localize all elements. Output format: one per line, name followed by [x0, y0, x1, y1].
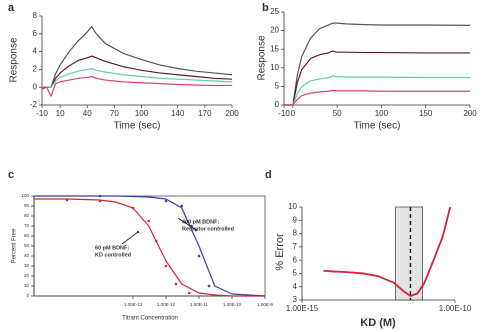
y-tick-label: 3 [293, 295, 298, 304]
y-tick-label: 4 [33, 47, 38, 56]
y-tick-label: 0 [26, 293, 29, 298]
y-tick-label: 80 [24, 213, 30, 218]
panel-label: d [265, 169, 272, 181]
y-tick-label: 10 [270, 63, 279, 72]
y-tick-label: 30 [24, 263, 30, 268]
annotation-arrow [121, 231, 139, 245]
x-tick-label: 200 [463, 109, 477, 118]
y-axis-label: Response [9, 37, 20, 82]
y-tick-label: -2 [30, 100, 38, 109]
y-tick-label: 6 [293, 255, 298, 264]
data-point [98, 194, 102, 198]
x-tick-label: 170 [198, 109, 212, 118]
panel-label: c [8, 169, 14, 181]
y-tick-label: 5 [293, 269, 298, 278]
y-tick-label: 7 [293, 242, 298, 251]
x-tick-label: 70 [110, 109, 119, 118]
x-tick-label: 1.00E-15 [286, 304, 319, 313]
annotation: 60 pM BDNF: [95, 245, 129, 251]
annotation: KD controlled [95, 252, 131, 258]
y-tick-label: 20 [24, 273, 30, 278]
data-line [41, 26, 233, 90]
plot-frame [33, 195, 266, 297]
y-tick-label: 10 [24, 283, 30, 288]
y-axis-label: Percent Free [12, 228, 18, 263]
y-tick-label: 70 [24, 223, 30, 228]
data-point [147, 219, 151, 223]
data-point [154, 239, 158, 243]
data-point [174, 282, 178, 286]
data-point [180, 204, 184, 208]
x-tick-label: 50 [333, 109, 342, 118]
y-tick-label: 8 [293, 229, 298, 238]
y-tick-label: 4 [293, 282, 298, 291]
x-tick-label: 10 [56, 109, 65, 118]
y-tick-label: 0 [275, 100, 280, 109]
annotation: Receptor controlled [182, 226, 234, 232]
x-tick-label: 1.00E-9 [257, 302, 273, 307]
y-tick-label: 6 [33, 29, 38, 38]
y-tick-label: 40 [24, 253, 30, 258]
y-tick-label: 9 [293, 215, 298, 224]
data-line [284, 50, 470, 106]
data-point [164, 199, 168, 203]
x-tick-label: 0 [291, 109, 296, 118]
y-tick-label: 100 [21, 193, 29, 198]
x-tick-label: 150 [419, 109, 433, 118]
y-tick-label: 50 [24, 243, 30, 248]
x-tick-label: 1.00E-10 [223, 302, 242, 307]
x-tick-label: 200 [225, 109, 239, 118]
data-point [98, 199, 102, 203]
data-line [42, 67, 233, 88]
y-tick-label: 15 [270, 44, 279, 53]
y-tick-label: 5 [275, 82, 280, 91]
y-tick-label: 90 [24, 203, 30, 208]
data-point [197, 254, 201, 258]
y-axis-label: % Error [274, 233, 286, 271]
x-tick-label: -10 [278, 109, 290, 118]
x-tick-label: 100 [135, 109, 149, 118]
data-line [284, 22, 471, 106]
data-line [284, 89, 470, 106]
arrow-head [195, 229, 197, 231]
shaded-region [395, 206, 423, 301]
x-axis-label: Time (sec) [354, 121, 401, 132]
annotation-arrow [177, 217, 197, 231]
annotation: 400 pM BDNF: [182, 219, 219, 225]
data-point [207, 284, 211, 288]
arrow-head [137, 231, 139, 233]
data-line [284, 75, 470, 106]
data-line [34, 195, 266, 297]
y-tick-label: 60 [24, 233, 30, 238]
x-axis-label: Time (sec) [114, 121, 161, 132]
x-axis-label: KD (M) [360, 317, 396, 329]
y-tick-label: 10 [288, 202, 297, 211]
y-tick-label: 20 [270, 26, 279, 35]
data-line [42, 55, 233, 88]
x-tick-label: 100 [375, 109, 389, 118]
data-line [34, 198, 265, 297]
y-tick-label: 25 [270, 7, 279, 16]
y-tick-label: 2 [33, 65, 38, 74]
panel-label: a [8, 2, 15, 14]
data-line [42, 75, 232, 97]
x-tick-label: 40 [83, 109, 92, 118]
y-axis-label: Response [257, 35, 268, 80]
x-tick-label: 1.00E-13 [124, 302, 143, 307]
y-tick-label: 8 [33, 11, 38, 20]
x-tick-label: 140 [171, 109, 185, 118]
x-tick-label: 1.00E-12 [157, 302, 176, 307]
x-tick-label: 1.00E-11 [190, 302, 208, 307]
data-point [65, 198, 69, 202]
x-tick-label: -10 [36, 109, 48, 118]
data-line [323, 206, 452, 297]
data-point [131, 206, 135, 210]
x-axis-label: Titrant Concentration [122, 316, 178, 322]
y-tick-label: 0 [33, 82, 38, 91]
x-tick-label: 1.00E-10 [439, 304, 472, 313]
panel-label: b [262, 2, 269, 14]
data-point [187, 291, 191, 295]
data-point [164, 264, 168, 268]
